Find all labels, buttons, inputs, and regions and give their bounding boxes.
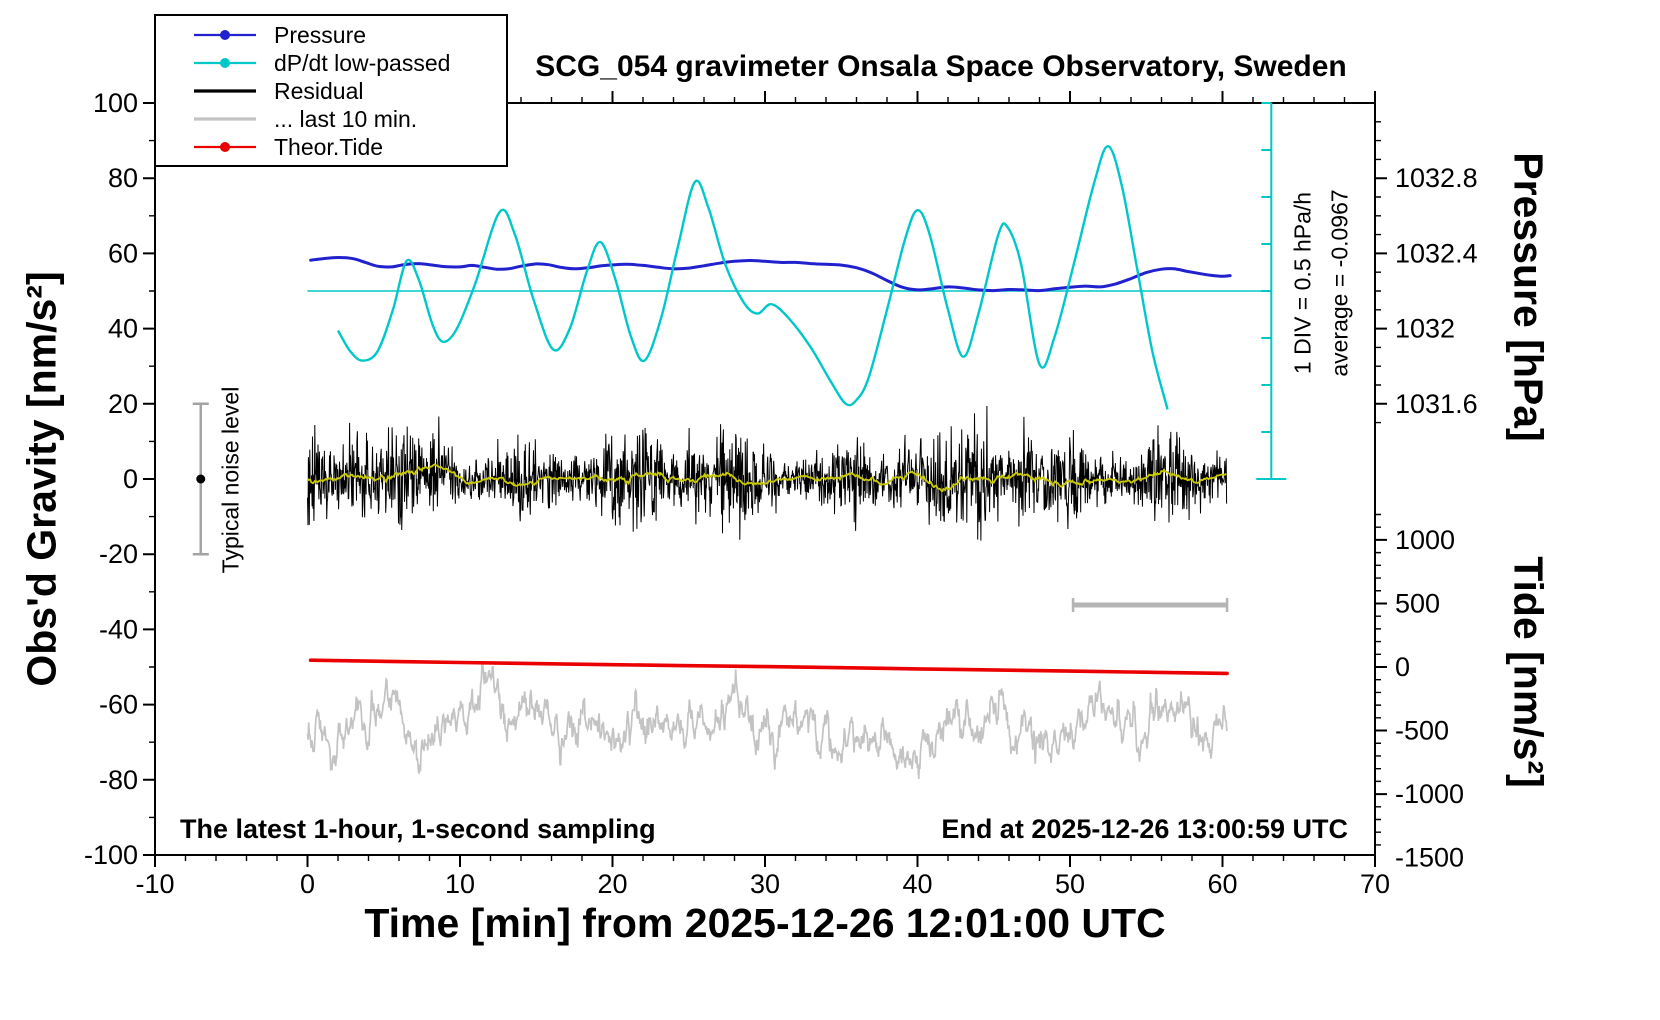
y-tick-label: 80: [108, 163, 138, 193]
legend-item-label: Theor.Tide: [274, 133, 384, 160]
chart-title: SCG_054 gravimeter Onsala Space Observat…: [535, 50, 1347, 83]
legend-item-label: dP/dt low-passed: [274, 49, 451, 76]
x-tick-label: 40: [902, 869, 932, 899]
legend-item: ... last 10 min.: [156, 105, 506, 133]
last10-series: [306, 662, 1228, 780]
x-tick-label: 50: [1055, 869, 1085, 899]
y-tick-label: -20: [99, 539, 138, 569]
tide-series: [308, 658, 1229, 676]
legend-item: Theor.Tide: [156, 133, 506, 161]
legend-item-label: Residual: [274, 77, 364, 104]
annotation-end-time: End at 2025-12-26 13:00:59 UTC: [941, 814, 1348, 844]
legend-item-label: Pressure: [274, 21, 367, 48]
x-tick-label: 60: [1207, 869, 1237, 899]
tide-tick-label: -500: [1395, 716, 1449, 746]
minor-ticks: [149, 97, 1381, 861]
dpdt-series: [336, 145, 1169, 410]
pressure-series: [309, 255, 1232, 293]
residual-series: [307, 405, 1228, 541]
tide-tick-label: 500: [1395, 588, 1440, 618]
y-tick-label: 40: [108, 314, 138, 344]
legend-marker-icon: [194, 142, 256, 152]
annotation-div-scale: 1 DIV = 0.5 hPa/h: [1289, 191, 1316, 375]
tide-tick-label: 0: [1395, 652, 1410, 682]
x-tick-label: 20: [597, 869, 627, 899]
residual-smoothed-series: [306, 463, 1227, 493]
x-tick-label: 10: [445, 869, 475, 899]
legend-item: Residual: [156, 77, 506, 105]
y-tick-label: -60: [99, 690, 138, 720]
annotation-noise-level: Typical noise level: [217, 386, 244, 574]
tide-tick-label: -1500: [1395, 843, 1464, 873]
legend-item: dP/dt low-passed: [156, 49, 506, 77]
legend-item-label: ... last 10 min.: [274, 105, 418, 132]
y-tick-label: -100: [84, 840, 138, 870]
window-scale-bar-caps: [1071, 597, 1229, 612]
legend-item: Pressure: [156, 21, 506, 49]
x-tick-label: 70: [1360, 869, 1390, 899]
legend-marker-icon: [194, 89, 256, 93]
x-tick-label: 30: [750, 869, 780, 899]
noise-level-dot: [196, 474, 206, 484]
pressure-tick-label: 1032.4: [1395, 238, 1478, 268]
pressure-tick-label: 1032: [1395, 314, 1455, 344]
tide-tick-label: -1000: [1395, 779, 1464, 809]
y-tick-label: 100: [93, 88, 138, 118]
annotation-average: average = -0.0967: [1326, 189, 1353, 377]
legend: Pressure dP/dt low-passed Residual... last…: [154, 14, 508, 167]
pressure-tick-label: 1031.6: [1395, 389, 1478, 419]
major-ticks: [143, 91, 1387, 867]
y-tick-label: 0: [123, 464, 138, 494]
y-tick-label: 20: [108, 389, 138, 419]
y-tick-label: -40: [99, 614, 138, 644]
legend-marker-icon: [194, 117, 256, 121]
x-tick-label: -10: [135, 869, 174, 899]
tide-tick-label: 1000: [1395, 525, 1455, 555]
legend-marker-icon: [194, 58, 256, 68]
x-axis-label: Time [min] from 2025-12-26 12:01:00 UTC: [364, 900, 1166, 946]
dpdt-axis-ticks: [1256, 102, 1287, 480]
legend-marker-icon: [194, 30, 256, 40]
y-axis-label-tide: Tide [nm/s²]: [1505, 556, 1552, 788]
y-axis-label-gravity: Obs'd Gravity [nm/s²]: [18, 271, 65, 687]
y-tick-label: 60: [108, 238, 138, 268]
pressure-tick-label: 1032.8: [1395, 163, 1478, 193]
annotation-sampling: The latest 1-hour, 1-second sampling: [180, 814, 656, 844]
x-tick-label: 0: [300, 869, 315, 899]
y-axis-label-pressure: Pressure [hPa]: [1505, 152, 1552, 442]
y-tick-label: -80: [99, 765, 138, 795]
